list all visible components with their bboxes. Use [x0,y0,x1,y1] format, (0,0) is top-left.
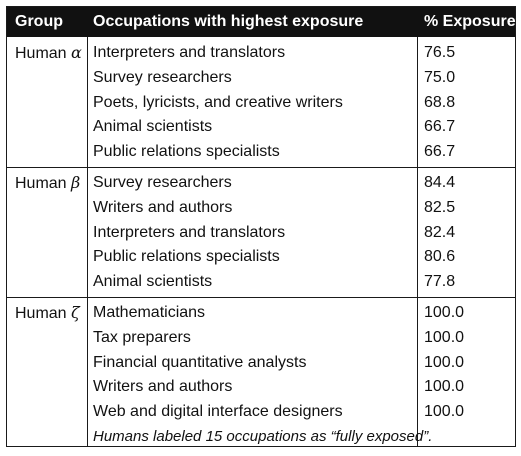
table-row: Public relations specialists 80.6 [7,245,515,270]
occupation-cell: Tax preparers [93,328,191,346]
header-occupations: Occupations with highest exposure [93,13,364,30]
table-row: Interpreters and translators 76.5 [7,41,515,66]
occupation-cell: Survey researchers [93,68,232,86]
group-label-prefix: Human [15,305,72,322]
exposure-cell: 100.0 [424,304,465,321]
occupation-cell: Financial quantitative analysts [93,353,307,371]
exposure-cell: 66.7 [424,118,456,136]
exposure-cell: 100.0 [424,328,465,346]
exposure-cell: 100.0 [424,353,465,371]
occupation-cell: Mathematicians [93,304,206,321]
exposure-cell: 68.8 [424,93,456,111]
exposure-cell: 75.0 [424,68,456,86]
exposure-cell: 82.5 [424,198,456,216]
table-row: Survey researchers 75.0 [7,66,515,91]
table-footnote: Humans labeled 15 occupations as “fully … [7,425,515,450]
table-row: Tax preparers 100.0 [7,326,515,351]
group-label-human-alpha: Human α [15,41,82,67]
column-divider-1 [87,37,88,446]
table-row: Web and digital interface designers 100.… [7,400,515,425]
occupation-cell: Interpreters and translators [93,44,286,61]
exposure-cell: 77.8 [424,273,456,291]
exposure-cell: 84.4 [424,174,456,191]
footnote-text: Humans labeled 15 occupations as “fully … [93,427,433,445]
occupation-cell: Poets, lyricists, and creative writers [93,93,343,111]
exposure-cell: 82.4 [424,223,456,241]
group-label-prefix: Human [15,175,72,192]
occupation-cell: Interpreters and translators [93,223,286,241]
group-section-human-alpha: Human α Interpreters and translators 76.… [7,37,515,167]
occupation-cell: Writers and authors [93,198,233,216]
occupation-cell: Writers and authors [93,378,233,396]
group-section-human-beta: Human β Survey researchers 84.4 Writers … [7,167,515,297]
group-label-symbol: ζ [71,303,80,322]
occupation-cell: Survey researchers [93,174,232,191]
table-header-row: Group Occupations with highest exposure … [7,7,516,37]
group-label-human-beta: Human β [15,171,80,197]
table-row: Poets, lyricists, and creative writers 6… [7,91,515,116]
group-label-symbol: α [71,43,82,62]
occupation-cell: Public relations specialists [93,143,280,161]
group-label-prefix: Human [15,45,72,62]
exposure-cell: 76.5 [424,44,456,61]
group-section-human-zeta: Human ζ Mathematicians 100.0 Tax prepare… [7,297,515,446]
occupation-cell: Web and digital interface designers [93,403,343,421]
occupation-cell: Animal scientists [93,273,213,291]
group-rows: Survey researchers 84.4 Writers and auth… [7,171,515,295]
group-rows: Mathematicians 100.0 Tax preparers 100.0… [7,301,515,450]
table-row: Animal scientists 77.8 [7,270,515,295]
exposure-cell: 100.0 [424,403,465,421]
section-divider-1 [7,167,515,168]
header-group: Group [15,13,63,30]
table-row: Animal scientists 66.7 [7,115,515,140]
table-row: Interpreters and translators 82.4 [7,221,515,246]
column-divider-2 [417,37,418,446]
table-row: Writers and authors 82.5 [7,196,515,221]
occupation-cell: Public relations specialists [93,248,280,266]
exposure-cell: 80.6 [424,248,456,266]
occupation-cell: Animal scientists [93,118,213,136]
exposure-table: Group Occupations with highest exposure … [6,6,516,447]
section-divider-2 [7,297,515,298]
group-rows: Interpreters and translators 76.5 Survey… [7,41,515,165]
table-row: Mathematicians 100.0 [7,301,515,326]
table-row: Financial quantitative analysts 100.0 [7,351,515,376]
table-row: Writers and authors 100.0 [7,375,515,400]
header-percent-exposure: % Exposure [424,13,516,30]
exposure-cell: 100.0 [424,378,465,396]
exposure-cell: 66.7 [424,143,456,161]
group-label-human-zeta: Human ζ [15,301,80,327]
table-row: Public relations specialists 66.7 [7,140,515,165]
table-row: Survey researchers 84.4 [7,171,515,196]
group-label-symbol: β [71,173,81,192]
